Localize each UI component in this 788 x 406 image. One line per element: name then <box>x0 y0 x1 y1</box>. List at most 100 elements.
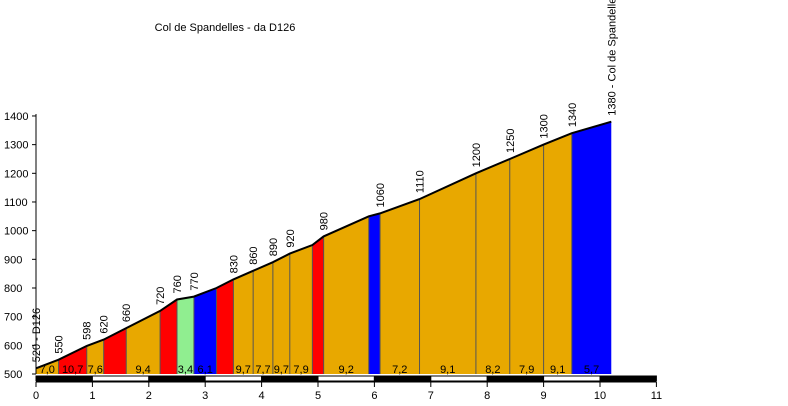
x-tick-label-0: 0 <box>33 390 39 402</box>
km-bar-0 <box>35 375 93 382</box>
altitude-label-17: 1250 <box>505 128 517 152</box>
altitude-labels: 520 - D126 550 598 620 660 720 760 770 830 860 890… <box>31 0 618 362</box>
altitude-label-12: 920 <box>285 229 297 247</box>
x-tick-label-11: 11 <box>651 390 662 402</box>
km-bar-10 <box>599 375 657 382</box>
profile-segment-15 <box>323 216 369 374</box>
profile-segment-17 <box>380 199 420 374</box>
y-tick-label-900: 900 <box>4 254 22 266</box>
altitude-label-10: 860 <box>248 246 260 264</box>
profile-segment-21 <box>543 133 572 374</box>
y-tick-label-1400: 1400 <box>4 111 28 123</box>
y-tick-label-600: 600 <box>4 340 22 352</box>
y-tick-label-700: 700 <box>4 312 22 324</box>
altitude-label-20: 1380 - Col de Spandelles <box>606 0 618 116</box>
profile-segment-11 <box>253 262 273 374</box>
grade-label-17: 7,2 <box>392 364 407 376</box>
altitude-label-11: 890 <box>268 238 280 256</box>
altitude-label-13: 980 <box>319 212 331 230</box>
km-bar-2 <box>148 375 206 382</box>
y-tick-label-1100: 1100 <box>4 197 28 209</box>
profile-segment-19 <box>475 158 510 374</box>
x-tick-label-8: 8 <box>484 390 490 402</box>
altitude-label-16: 1200 <box>471 143 483 167</box>
x-tick-label-3: 3 <box>202 390 208 402</box>
x-tick-label-6: 6 <box>371 390 377 402</box>
grade-label-2: 10,7 <box>62 364 83 376</box>
y-tick-label-500: 500 <box>4 369 22 381</box>
altitude-label-9: 830 <box>228 255 240 273</box>
grade-label-3: 7,6 <box>88 364 103 376</box>
profile-segment-22 <box>571 121 612 374</box>
x-tick-label-10: 10 <box>594 390 606 402</box>
altitude-label-6: 720 <box>155 287 167 305</box>
grade-label-21: 9,1 <box>550 364 565 376</box>
profile-segments <box>36 121 612 374</box>
profile-segment-2 <box>58 345 87 374</box>
altitude-label-7: 760 <box>172 275 184 293</box>
profile-segment-7 <box>177 296 194 374</box>
grade-label-22: 5,7 <box>584 364 599 376</box>
km-bar-5 <box>317 375 375 382</box>
x-axis: 0 1 2 3 4 5 6 7 8 9 10 11 <box>33 381 662 402</box>
grade-label-19: 8,2 <box>485 364 500 376</box>
profile-segment-1 <box>36 359 59 374</box>
grade-labels: 7,0 10,7 7,6 9,4 3,4 6,1 9,7 7,7 9,7 7,9 9,2 7,2 9,1… <box>40 364 600 376</box>
grade-label-20: 7,9 <box>519 364 534 376</box>
km-bar-8 <box>486 375 545 382</box>
y-tick-label-800: 800 <box>4 283 22 295</box>
profile-outline <box>35 120 612 370</box>
altitude-label-4: 620 <box>99 315 111 333</box>
segment-dividers <box>58 133 573 374</box>
x-tick-label-4: 4 <box>259 390 265 402</box>
profile-segment-14 <box>312 236 324 374</box>
grade-label-8: 6,1 <box>198 364 213 376</box>
profile-segment-18 <box>419 173 476 374</box>
grade-label-12: 9,7 <box>274 364 289 376</box>
grade-label-5: 9,4 <box>136 364 151 376</box>
km-scale-bar <box>35 375 657 382</box>
profile-segment-16 <box>368 213 381 374</box>
grade-label-11: 7,7 <box>255 364 270 376</box>
profile-segment-8 <box>193 287 217 374</box>
km-bar-1 <box>91 375 150 382</box>
km-bar-4 <box>261 375 319 382</box>
profile-segment-9 <box>216 279 234 374</box>
grade-label-7: 3,4 <box>178 364 193 376</box>
profile-segment-10 <box>233 270 254 374</box>
altitude-label-8: 770 <box>189 272 201 290</box>
km-bar-3 <box>204 375 263 382</box>
altitude-label-15: 1110 <box>415 170 427 193</box>
x-tick-label-5: 5 <box>315 390 321 402</box>
chart-title: Col de Spandelles - da D126 <box>155 22 296 34</box>
x-tick-label-9: 9 <box>541 390 547 402</box>
grade-label-13: 7,9 <box>293 364 308 376</box>
grade-label-18: 9,1 <box>440 364 455 376</box>
x-tick-label-7: 7 <box>428 390 434 402</box>
profile-segment-20 <box>509 144 544 374</box>
altitude-label-5: 660 <box>121 304 133 322</box>
grade-label-10: 9,7 <box>236 364 251 376</box>
grade-label-1: 7,0 <box>40 364 55 376</box>
y-axis: 500 600 700 800 900 1000 1100 1200 1300 1400 <box>4 111 37 381</box>
altitude-label-3: 598 <box>82 322 94 340</box>
profile-segment-4 <box>103 328 127 374</box>
grade-label-15: 9,2 <box>339 364 354 376</box>
y-tick-label-1000: 1000 <box>4 226 28 238</box>
y-tick-label-1300: 1300 <box>4 140 28 152</box>
km-bar-6 <box>373 375 432 382</box>
altitude-label-18: 1300 <box>539 114 551 138</box>
x-tick-label-1: 1 <box>89 390 95 402</box>
profile-segment-5 <box>126 310 161 374</box>
profile-segment-13 <box>289 244 313 374</box>
profile-segment-6 <box>160 299 177 374</box>
profile-segment-12 <box>272 253 290 374</box>
km-bar-9 <box>543 375 601 382</box>
altitude-label-14: 1060 <box>375 183 387 207</box>
altitude-label-2: 550 <box>54 335 66 353</box>
altitude-label-1: 520 - D126 <box>31 308 43 362</box>
km-bar-7 <box>430 375 488 382</box>
y-tick-label-1200: 1200 <box>4 168 28 180</box>
altitude-label-19: 1340 <box>567 103 579 127</box>
